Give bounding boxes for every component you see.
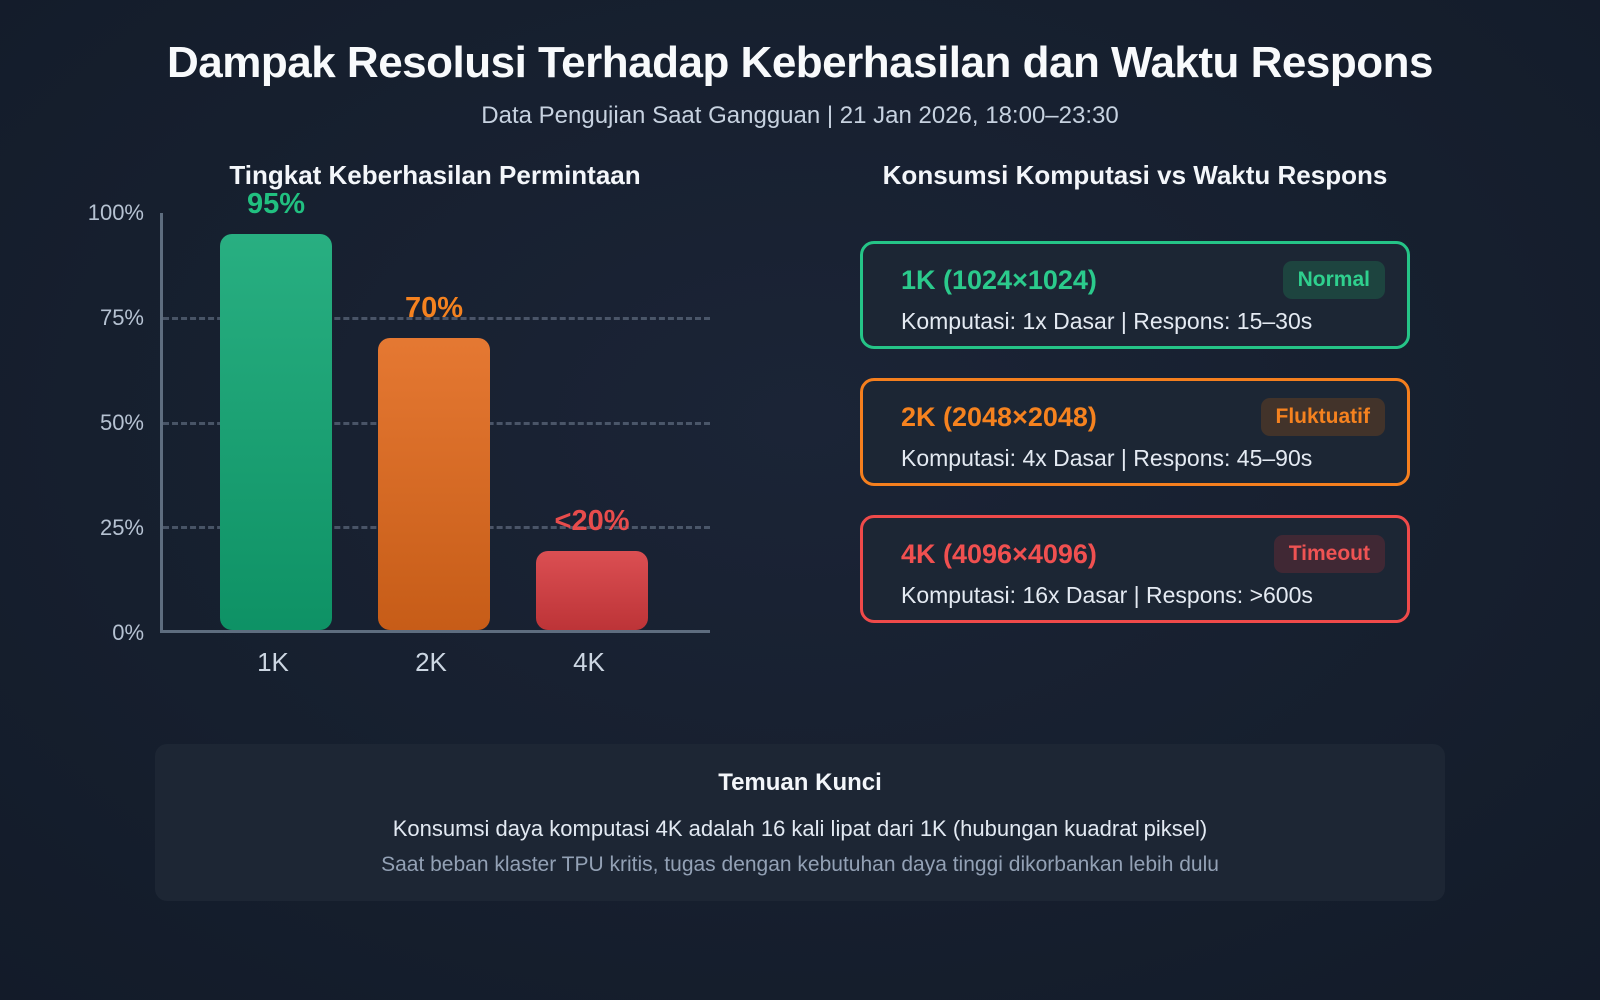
bar-group-2k: 70% xyxy=(378,213,490,630)
x-axis-labels: 1K 2K 4K xyxy=(160,647,710,678)
card-4k-detail: Komputasi: 16x Dasar | Respons: >600s xyxy=(901,582,1313,608)
page-title: Dampak Resolusi Terhadap Keberhasilan da… xyxy=(167,38,1433,87)
compute-response-section: Konsumsi Komputasi vs Waktu Respons 1K (… xyxy=(860,160,1410,678)
card-2k-detail: Komputasi: 4x Dasar | Respons: 45–90s xyxy=(901,445,1313,471)
chart-title: Tingkat Keberhasilan Permintaan xyxy=(229,160,641,190)
card-1k: 1K (1024×1024) Normal Komputasi: 1x Dasa… xyxy=(860,241,1410,349)
x-label-2k: 2K xyxy=(415,647,447,677)
y-tick-75: 75% xyxy=(99,305,144,330)
bar-4k xyxy=(536,550,648,630)
status-badge-timeout: Timeout xyxy=(1273,535,1385,573)
y-tick-50: 50% xyxy=(99,410,144,435)
y-tick-0: 0% xyxy=(112,620,144,645)
bars: 95% 70% <20% xyxy=(163,188,710,630)
header: Dampak Resolusi Terhadap Keberhasilan da… xyxy=(0,0,1600,130)
right-panel-title: Konsumsi Komputasi vs Waktu Respons xyxy=(882,160,1388,190)
gridline-75 xyxy=(163,317,710,321)
success-rate-chart-section: Tingkat Keberhasilan Permintaan 100% 75%… xyxy=(80,160,780,678)
bar-chart: 100% 75% 50% 25% 0% 95% 70% xyxy=(80,188,780,678)
x-label-1k: 1K xyxy=(257,647,289,677)
card-4k-title: 4K (4096×4096) xyxy=(901,538,1097,569)
card-1k-title: 1K (1024×1024) xyxy=(901,264,1097,295)
card-2k-head: 2K (2048×2048) Fluktuatif xyxy=(901,398,1385,436)
resolution-cards: 1K (1024×1024) Normal Komputasi: 1x Dasa… xyxy=(860,241,1410,623)
key-findings-line2: Saat beban klaster TPU kritis, tugas den… xyxy=(381,853,1219,876)
status-badge-normal: Normal xyxy=(1282,261,1385,299)
page-subtitle: Data Pengujian Saat Gangguan | 21 Jan 20… xyxy=(481,102,1119,129)
bar-value-1k: 95% xyxy=(246,187,306,220)
bar-value-2k: 70% xyxy=(404,292,464,325)
bar-value-4k: <20% xyxy=(554,504,630,537)
bar-group-1k: 95% xyxy=(220,188,332,630)
card-1k-detail: Komputasi: 1x Dasar | Respons: 15–30s xyxy=(901,308,1313,334)
card-2k: 2K (2048×2048) Fluktuatif Komputasi: 4x … xyxy=(860,378,1410,486)
key-findings-line1: Konsumsi daya komputasi 4K adalah 16 kal… xyxy=(392,816,1208,841)
plot-area: 95% 70% <20% xyxy=(160,188,710,633)
key-findings-title: Temuan Kunci xyxy=(718,769,882,796)
card-4k-head: 4K (4096×4096) Timeout xyxy=(901,535,1385,573)
card-1k-head: 1K (1024×1024) Normal xyxy=(901,261,1385,299)
y-axis-labels: 100% 75% 50% 25% 0% xyxy=(80,200,160,645)
status-badge-fluktuatif: Fluktuatif xyxy=(1260,398,1385,436)
key-findings-panel: Temuan Kunci Konsumsi daya komputasi 4K … xyxy=(155,744,1445,901)
bar-2k xyxy=(378,338,490,630)
card-2k-title: 2K (2048×2048) xyxy=(901,401,1097,432)
main-content: Tingkat Keberhasilan Permintaan 100% 75%… xyxy=(0,160,1600,678)
y-tick-100: 100% xyxy=(87,200,144,225)
x-label-4k: 4K xyxy=(573,647,605,677)
y-tick-25: 25% xyxy=(99,515,144,540)
bar-1k xyxy=(220,233,332,630)
bar-group-4k: <20% xyxy=(536,213,648,630)
card-4k: 4K (4096×4096) Timeout Komputasi: 16x Da… xyxy=(860,515,1410,623)
